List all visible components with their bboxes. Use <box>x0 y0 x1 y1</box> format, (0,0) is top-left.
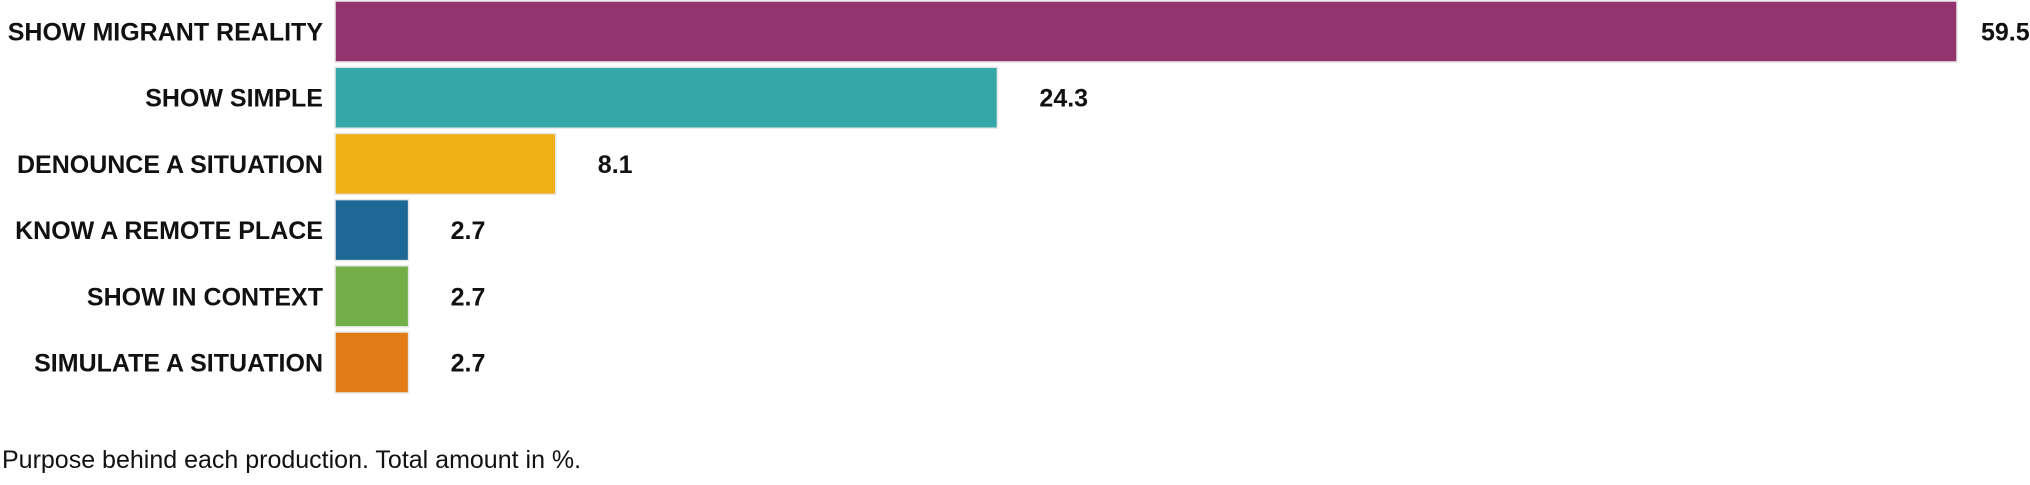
value-label: 2.7 <box>451 217 486 245</box>
category-label: SHOW SIMPLE <box>145 85 323 113</box>
bar <box>334 0 1958 63</box>
bar-chart: SHOW MIGRANT REALITY 59.5 SHOW SIMPLE 24.3 D… <box>8 0 2030 394</box>
value-label: 59.5 <box>1981 19 2030 47</box>
value-label: 24.3 <box>1039 85 1088 113</box>
bar <box>334 331 410 394</box>
category-label: SIMULATE A SITUATION <box>34 350 323 378</box>
bar <box>334 198 410 262</box>
category-label: DENOUNCE A SITUATION <box>17 151 323 179</box>
chart-caption: Purpose behind each production. Total am… <box>2 446 582 474</box>
value-label: 8.1 <box>598 151 633 179</box>
bar <box>334 265 410 328</box>
category-label: SHOW MIGRANT REALITY <box>8 19 324 47</box>
bar <box>334 66 999 129</box>
value-label: 2.7 <box>451 350 486 378</box>
category-label: KNOW A REMOTE PLACE <box>15 217 323 245</box>
value-label: 2.7 <box>451 283 486 311</box>
bar <box>334 132 557 196</box>
category-label: SHOW IN CONTEXT <box>87 283 323 311</box>
